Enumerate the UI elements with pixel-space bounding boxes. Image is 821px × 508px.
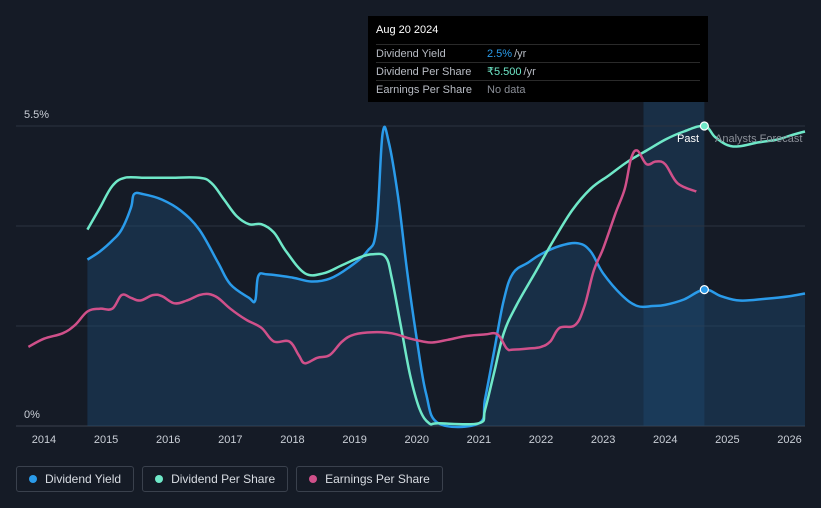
tooltip-row-dividend-per-share: Dividend Per Share ₹5.500 /yr — [376, 62, 700, 80]
x-tick-label: 2021 — [467, 434, 491, 446]
x-tick-label: 2017 — [218, 434, 242, 446]
legend-item-earnings-per-share[interactable]: Earnings Per Share — [296, 466, 443, 492]
tooltip-label: Dividend Per Share — [376, 65, 472, 78]
series-line-earnings-per-share — [27, 149, 697, 365]
x-tick-label: 2015 — [94, 434, 118, 446]
x-tick-label: 2018 — [280, 434, 304, 446]
x-tick-label: 2025 — [715, 434, 739, 446]
tooltip: Aug 20 2024 Dividend Yield 2.5% /yr Divi… — [368, 16, 708, 102]
tooltip-unit: /yr — [523, 65, 536, 78]
tooltip-date: Aug 20 2024 — [376, 24, 439, 36]
legend-label: Earnings Per Share — [325, 472, 430, 486]
series-area-dividend-yield — [87, 126, 805, 427]
legend-item-dividend-yield[interactable]: Dividend Yield — [16, 466, 135, 492]
x-tick-label: 2026 — [777, 434, 801, 446]
x-tick-label: 2019 — [342, 434, 366, 446]
analysts-forecast-label: Analysts Forecast — [715, 133, 802, 145]
legend-dot-icon — [309, 475, 318, 483]
tooltip-label: Earnings Per Share — [376, 83, 472, 96]
x-tick-label: 2020 — [404, 434, 428, 446]
x-tick-label: 2016 — [156, 434, 180, 446]
tooltip-row-earnings-per-share: Earnings Per Share No data — [376, 80, 700, 98]
tooltip-label: Dividend Yield — [376, 47, 446, 60]
legend-item-dividend-per-share[interactable]: Dividend Per Share — [142, 466, 289, 492]
series-line-dividend-per-share — [86, 124, 806, 426]
past-forecast-band — [643, 102, 705, 426]
tooltip-value: ₹5.500 — [487, 66, 522, 78]
legend-label: Dividend Per Share — [171, 472, 276, 486]
tooltip-row-dividend-yield: Dividend Yield 2.5% /yr — [376, 44, 700, 62]
tooltip-value: 2.5% — [487, 47, 513, 60]
x-tick-label: 2014 — [32, 434, 56, 446]
legend-dot-icon — [155, 475, 164, 483]
legend-label: Dividend Yield — [45, 472, 122, 486]
hover-marker-dividend-per-share — [699, 121, 709, 131]
tooltip-unit: /yr — [514, 47, 527, 60]
past-label: Past — [677, 133, 699, 145]
legend: Dividend Yield Dividend Per Share Earnin… — [16, 466, 443, 492]
x-tick-label: 2023 — [591, 434, 615, 446]
y-axis-top-label: 5.5% — [24, 109, 49, 121]
series-line-dividend-yield — [86, 125, 806, 429]
x-tick-label: 2024 — [653, 434, 677, 446]
legend-dot-icon — [29, 475, 37, 483]
y-axis-bottom-label: 0% — [24, 409, 40, 421]
tooltip-value: No data — [487, 83, 526, 96]
x-tick-label: 2022 — [529, 434, 553, 446]
hover-marker-dividend-yield — [699, 285, 709, 295]
